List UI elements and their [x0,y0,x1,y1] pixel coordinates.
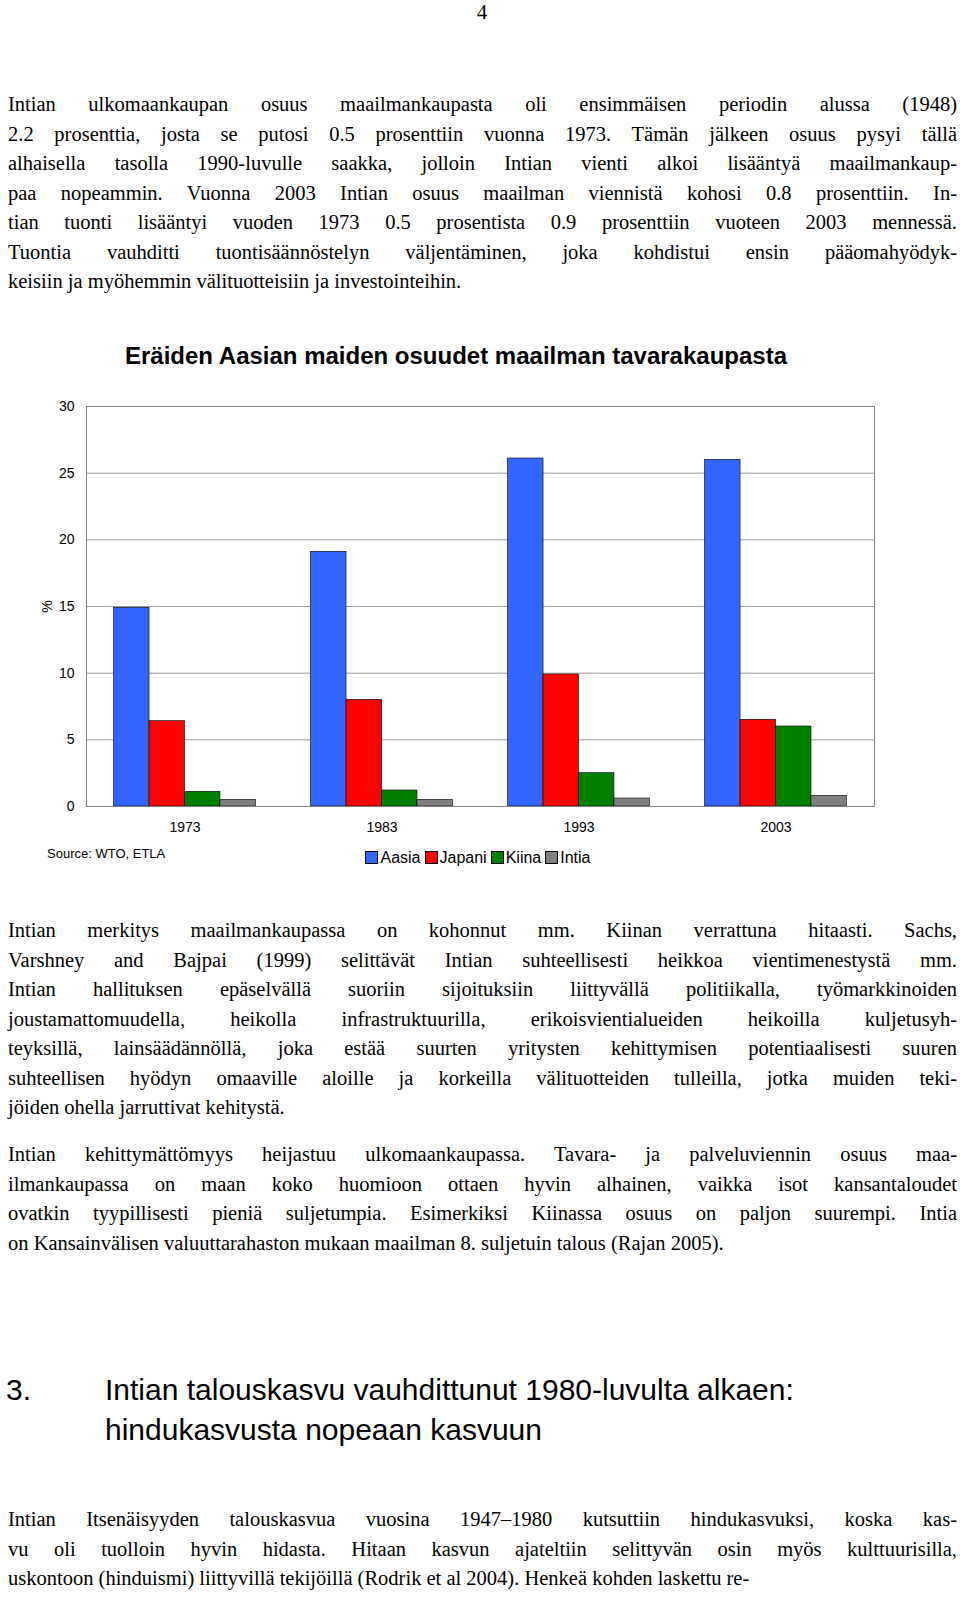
html-text:on Kansainvälisen valuuttaraha: on Kansainvälisen valuuttarahaston mukaa… [8,1231,724,1254]
html-text:Intia: Intia [560,849,591,866]
svg-text:15: 15 [59,598,75,614]
html-text:paa nopeammin. Vuonna 2003 Int: paa nopeammin. Vuonna 2003 Intian osuus … [8,181,957,204]
html-text:Intian kehittymättömyys heijas: Intian kehittymättömyys heijastuu ulkoma… [8,1143,957,1166]
html-text:ovatkin tyypillisesti pieniä s: ovatkin tyypillisesti pieniä suljetumpia… [8,1202,957,1225]
html-text:Intian Itsenäisyyden talouskas: Intian Itsenäisyyden talouskasvua vuosin… [8,1508,957,1531]
html-text:Intian hallituksen epäselvällä: Intian hallituksen epäselvällä suoriin s… [8,978,957,1001]
html-text:Eräiden Aasian maiden osuudet: Eräiden Aasian maiden osuudet maailman t… [125,342,787,369]
html-text:suhteellisen hyödyn omaaville: suhteellisen hyödyn omaaville aloille ja… [8,1066,957,1089]
html-text:teyksillä, lainsäädännöllä, jo: teyksillä, lainsäädännöllä, joka estää s… [8,1037,957,1060]
html-text:Intian ulkomaankaupan osuus ma: Intian ulkomaankaupan osuus maailmankaup… [8,93,957,116]
svg-text:20: 20 [59,531,75,547]
svg-text:1973: 1973 [169,819,200,835]
svg-text:1983: 1983 [366,819,397,835]
html-text:3.: 3. [6,1373,31,1406]
html-text:Varshney and Bajpai (1999) sel: Varshney and Bajpai (1999) selittävät In… [8,948,957,971]
html-text:Kiina: Kiina [505,849,542,866]
svg-text:2003: 2003 [760,819,791,835]
html-text:Tuontia vauhditti tuontisäännö: Tuontia vauhditti tuontisäännöstelyn väl… [8,240,957,263]
html-text:Japani: Japani [439,849,487,866]
html-text:keisiin ja myöhemmin välituott: keisiin ja myöhemmin välituotteisiin ja … [8,270,462,293]
html-text:jöiden ohella jarruttivat kehi: jöiden ohella jarruttivat kehitystä. [8,1096,285,1119]
svg-text:%: % [39,600,55,612]
html-text:tian tuonti lisääntyi vuoden 1: tian tuonti lisääntyi vuoden 1973 0.5 pr… [8,211,957,234]
html-text:Intian merkitys maailmankaupas: Intian merkitys maailmankaupassa on koho… [8,919,957,942]
html-text:alhaisella tasolla 1990-luvull: alhaisella tasolla 1990-luvulle saakka, … [8,152,957,175]
html-text:uskontoon (hinduismi) liittyvi: uskontoon (hinduismi) liittyvillä tekijö… [8,1567,750,1590]
svg-text:30: 30 [59,398,75,414]
svg-text:1993: 1993 [563,819,594,835]
html-text:Aasia: Aasia [380,849,421,866]
svg-text:0: 0 [67,798,75,814]
html-text:joustamattomuudella, heikolla: joustamattomuudella, heikolla infrastruk… [8,1007,957,1030]
html-text:2.2 prosenttia, josta se putos: 2.2 prosenttia, josta se putosi 0.5 pros… [8,122,957,145]
html-text:Intian talouskasvu vauhdittunu: Intian talouskasvu vauhdittunut 1980-luv… [105,1373,794,1406]
svg-text:25: 25 [59,465,75,481]
html-text:vu oli tuolloin hyvin hidasta.: vu oli tuolloin hyvin hidasta. Hitaan ka… [8,1537,957,1560]
html-text:ilmankaupassa on maan koko huo: ilmankaupassa on maan koko huomioon otta… [8,1172,957,1195]
svg-text:10: 10 [59,665,75,681]
html-text:Source: WTO, ETLA: Source: WTO, ETLA [47,846,166,861]
html-text:4: 4 [476,0,488,24]
svg-text:5: 5 [67,731,75,747]
html-text:hindukasvusta nopeaan kasvuun: hindukasvusta nopeaan kasvuun [105,1413,542,1446]
